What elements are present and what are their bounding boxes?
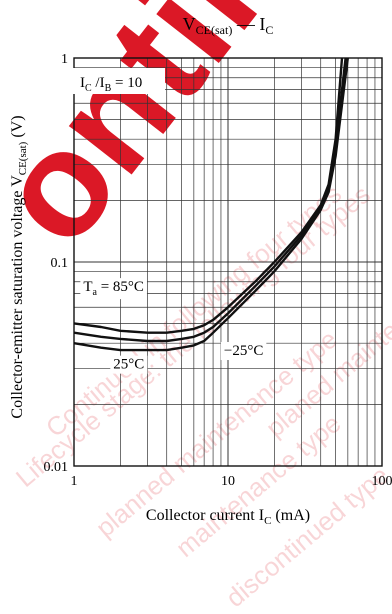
curves bbox=[74, 58, 348, 350]
y-axis-label: Collector-emitter saturation voltage VCE… bbox=[9, 115, 29, 418]
series-line bbox=[74, 58, 348, 350]
curve-annotation: 25°C bbox=[110, 356, 147, 374]
x-tick-label: 100 bbox=[372, 474, 392, 489]
x-tick-label: 1 bbox=[71, 474, 78, 489]
y-tick-label: 1 bbox=[61, 52, 68, 67]
grid bbox=[74, 58, 382, 466]
x-tick-label: 10 bbox=[221, 474, 235, 489]
x-axis-label: Collector current IC (mA) bbox=[146, 507, 310, 527]
vce-sat-chart: 1 10 100 0.01 0.1 1 VCE(sat) — IC Collector c… bbox=[0, 0, 392, 529]
curve-annotations: Ta = 85°C 25°C −25°C bbox=[80, 278, 266, 374]
chart-title: VCE(sat) — IC bbox=[183, 14, 274, 37]
y-tick-label: 0.1 bbox=[51, 256, 69, 271]
svg-text:−25°C: −25°C bbox=[224, 343, 263, 359]
curve-annotation: Ta = 85°C bbox=[80, 278, 147, 299]
curve-annotation: −25°C bbox=[221, 342, 266, 360]
svg-text:25°C: 25°C bbox=[113, 357, 144, 373]
y-tick-label: 0.01 bbox=[44, 460, 69, 475]
condition-label-box: IC /IB = 10 bbox=[73, 68, 165, 94]
